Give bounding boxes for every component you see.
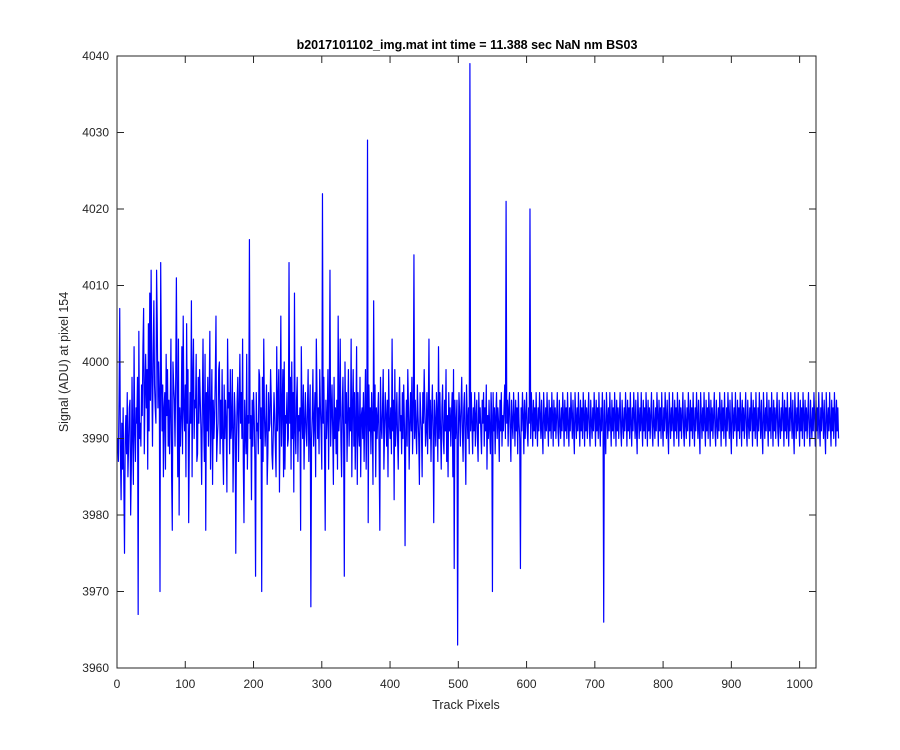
y-tick-label: 3970: [82, 585, 109, 599]
x-tick-label: 0: [114, 677, 121, 691]
x-tick-label: 500: [448, 677, 468, 691]
y-tick-label: 3980: [82, 508, 109, 522]
x-axis-ticks: 0 100 200 300 400 500 600 700 800 900 1000: [114, 56, 813, 691]
x-tick-label: 400: [380, 677, 400, 691]
x-tick-label: 700: [585, 677, 605, 691]
x-tick-label: 200: [244, 677, 264, 691]
y-tick-label: 3960: [82, 661, 109, 675]
y-tick-label: 4010: [82, 279, 109, 293]
y-tick-label: 4030: [82, 126, 109, 140]
y-tick-label: 4000: [82, 355, 109, 369]
x-axis-label: Track Pixels: [432, 698, 500, 712]
x-tick-label: 900: [721, 677, 741, 691]
x-tick-label: 800: [653, 677, 673, 691]
plot-area: [117, 56, 816, 668]
series-layer: [117, 63, 840, 646]
x-tick-label: 600: [517, 677, 537, 691]
y-tick-label: 4040: [82, 49, 109, 63]
chart-title: b2017101102_img.mat int time = 11.388 se…: [297, 38, 638, 52]
y-tick-label: 3990: [82, 432, 109, 446]
x-tick-label: 100: [175, 677, 195, 691]
signal-series-line: [117, 63, 840, 646]
y-axis-label: Signal (ADU) at pixel 154: [57, 292, 71, 432]
x-tick-label: 1000: [786, 677, 813, 691]
y-axis-ticks: 3960 3970 3980 3990 4000 4010 4020 4030 4040: [82, 49, 816, 675]
y-tick-label: 4020: [82, 202, 109, 216]
x-tick-label: 300: [312, 677, 332, 691]
